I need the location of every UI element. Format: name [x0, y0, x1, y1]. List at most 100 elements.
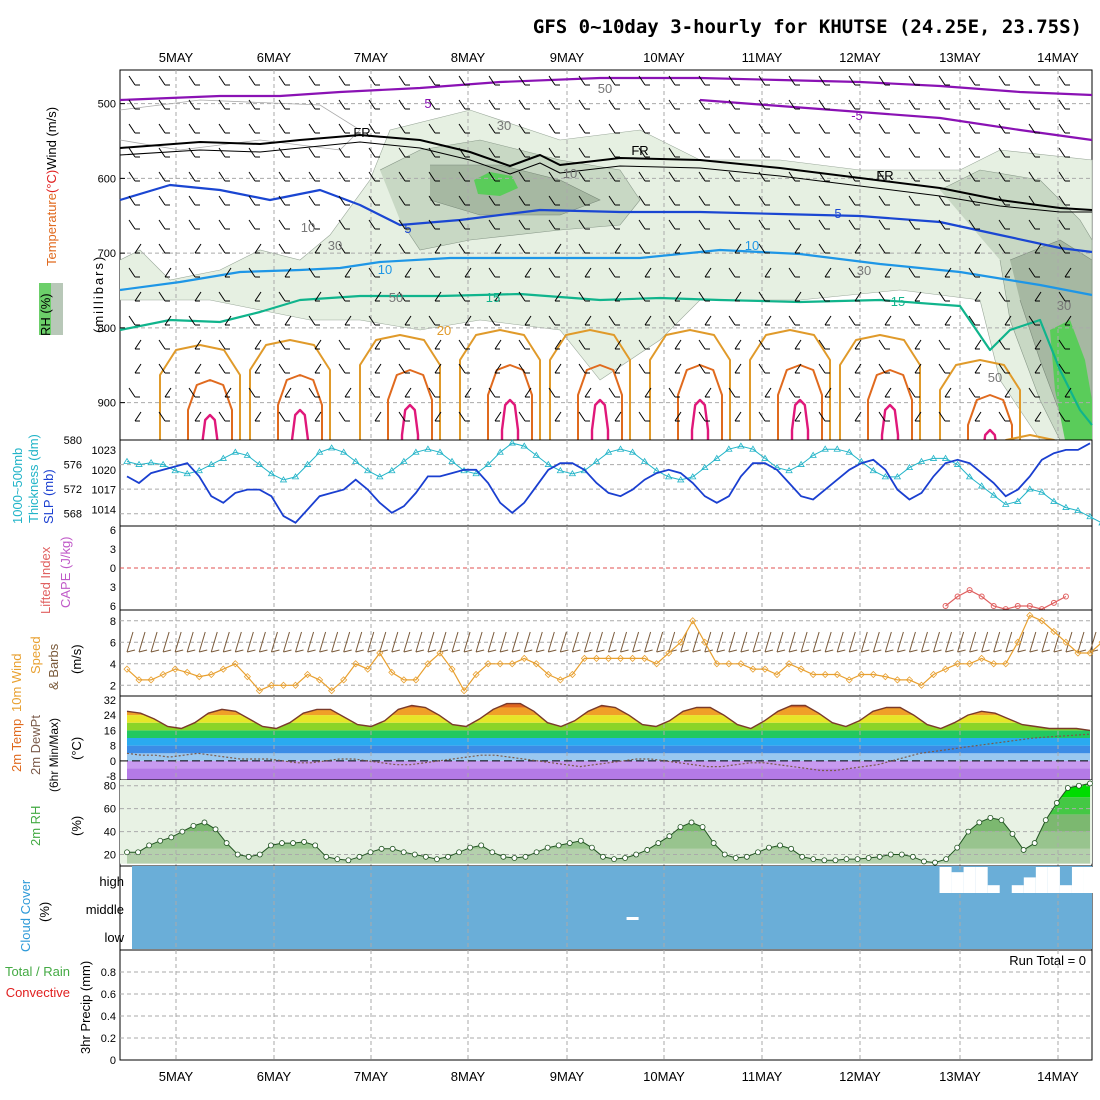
wind-barb-upper — [128, 147, 136, 158]
wind-barb-10m-tail — [271, 649, 280, 653]
wind-barb-upper — [1028, 219, 1036, 230]
wind-barb-upper — [758, 411, 766, 422]
wind-unit-label: (m/s) — [69, 644, 84, 674]
wind-speed-marker — [472, 670, 480, 679]
rh-marker — [434, 856, 440, 863]
wind-barb-10m — [246, 631, 254, 653]
wind-barb-10m-tail — [620, 649, 629, 653]
thickness-marker — [592, 457, 601, 464]
wind-speed-marker — [195, 673, 203, 681]
wind-barb-upper — [518, 243, 526, 254]
thickness-marker — [183, 470, 191, 477]
wind-barb-upper — [194, 411, 202, 422]
wind-barb-upper — [308, 171, 316, 182]
date-label-bottom: 11MAY — [742, 1069, 783, 1084]
wind-barb-upper — [878, 195, 886, 206]
date-label-top: 6MAY — [257, 50, 292, 65]
contour-20-5 — [649, 329, 731, 440]
wind-barb-upper — [158, 411, 166, 422]
wind-barb-upper — [518, 195, 526, 206]
wind-barb-upper — [218, 75, 226, 86]
thickness-marker — [1050, 497, 1058, 504]
wind-speed-marker — [291, 681, 300, 689]
wind-barb-10m — [595, 631, 603, 653]
wind-barb-upper — [428, 387, 436, 398]
wind-barb-upper — [1058, 363, 1066, 374]
rh-marker — [788, 845, 795, 852]
slp-tick: 1023 — [92, 445, 116, 457]
rh-marker — [777, 842, 783, 849]
wind-barb-upper — [668, 99, 676, 110]
wind-barb-upper — [128, 75, 136, 86]
rh-marker — [876, 853, 883, 860]
wind-barb-upper — [728, 219, 736, 230]
wind-barb-10m — [126, 631, 134, 653]
wind-barb-upper — [998, 411, 1006, 422]
wind-barb-upper — [218, 147, 226, 158]
wind-barb-upper — [758, 219, 766, 230]
wind-speed-marker — [231, 660, 239, 668]
wind-barb-upper — [914, 291, 922, 302]
rh-marker — [1020, 847, 1027, 853]
wind-barb-upper — [668, 219, 676, 230]
rh-label: RH (%) — [38, 293, 53, 336]
wind-barb-upper — [1058, 147, 1066, 158]
wind-speed-marker — [1086, 649, 1094, 657]
run-total-label: Run Total = 0 — [1009, 953, 1086, 968]
rh-marker — [312, 842, 319, 849]
wind-barb-10m-tail — [909, 649, 918, 653]
wind-barb-10m-tail — [644, 649, 653, 653]
wind-barb-upper — [188, 195, 196, 206]
wind-barb-upper — [128, 99, 136, 110]
thickness-marker — [135, 460, 143, 467]
wind-barb-upper — [968, 267, 976, 278]
wind-barb-upper — [338, 171, 346, 182]
wind-speed-marker — [1074, 649, 1082, 657]
wind-barb-upper — [668, 195, 676, 206]
wind-barb-upper — [494, 243, 502, 254]
wind-barb-10m-tail — [488, 649, 497, 653]
thickness-marker — [1026, 485, 1034, 492]
precip-axis: 0.8 0.6 0.4 0.2 0 — [101, 967, 116, 1067]
date-axis-top: 5MAY 6MAY 7MAY 8MAY 9MAY 10MAY 11MAY 12MAY 13MAY… — [159, 50, 1079, 65]
wind-barb-upper — [1058, 75, 1066, 86]
wind-barb-upper — [194, 291, 202, 302]
thickness-marker — [616, 445, 625, 452]
wind-barb-upper — [398, 243, 406, 254]
rh-marker — [544, 844, 551, 851]
wind-barb-upper — [344, 387, 352, 398]
wind-speed-marker — [316, 676, 324, 684]
wind-barb-10m-tail — [1017, 649, 1026, 653]
cloud-high-block — [1047, 867, 1060, 893]
wind-barb-upper — [158, 123, 166, 134]
date-label-bottom: 13MAY — [939, 1069, 981, 1084]
wind-barb-upper — [188, 75, 196, 86]
wind-speed-marker — [641, 654, 649, 662]
contour-30-2 — [400, 403, 420, 440]
wind-barb-upper — [878, 243, 886, 254]
wind-barb-upper — [938, 219, 946, 230]
thickness-marker — [279, 476, 288, 483]
wind-barb-upper — [668, 387, 676, 398]
cloud-high-block — [1035, 867, 1048, 893]
wind-speed-marker — [978, 654, 986, 662]
wind-barb-upper — [1028, 171, 1036, 182]
wind-barb-upper — [248, 123, 256, 134]
wind-barb-upper — [458, 339, 466, 350]
wind-barb-10m-tail — [813, 649, 822, 653]
contour-label: 50 — [598, 81, 612, 96]
lifted-tick: 3 — [110, 582, 116, 594]
lifted-index-panel: 6 3 0 3 6 Lifted Index CAPE (J/kg) — [38, 525, 1093, 614]
lifted-tick: 6 — [110, 601, 116, 613]
wind-barb-upper — [488, 387, 496, 398]
wind-barb-upper — [944, 387, 952, 398]
precip-tick: 0.2 — [101, 1033, 116, 1045]
rh-axis: 80 60 40 20 — [104, 781, 116, 862]
contour-label: FR — [631, 143, 648, 158]
contour-label: 50 — [389, 290, 403, 305]
thickness-marker — [737, 442, 745, 449]
wind-barb-upper — [524, 387, 532, 398]
wind-barb-upper — [668, 75, 676, 86]
wind-barb-10m — [439, 631, 447, 653]
